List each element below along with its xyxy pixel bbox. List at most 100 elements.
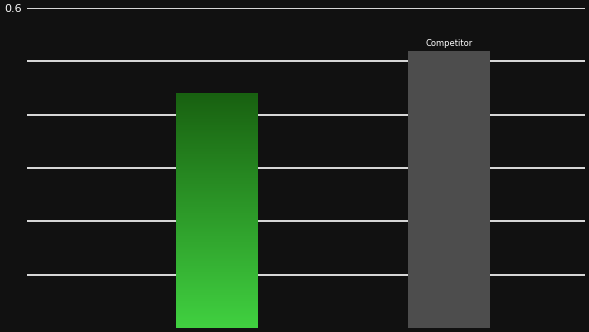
Bar <box>177 248 258 249</box>
Bar <box>177 201 258 203</box>
Bar <box>177 141 258 143</box>
Bar <box>177 268 258 269</box>
Bar <box>177 317 258 318</box>
Bar <box>177 243 258 245</box>
Bar <box>177 232 258 233</box>
Bar <box>177 222 258 223</box>
Bar <box>177 227 258 228</box>
Bar <box>177 204 258 205</box>
Bar <box>177 153 258 154</box>
Bar <box>177 262 258 263</box>
Bar <box>177 290 258 291</box>
Bar <box>177 302 258 303</box>
Bar <box>177 111 258 112</box>
Bar <box>177 203 258 204</box>
Bar <box>177 293 258 294</box>
Bar <box>177 288 258 289</box>
Bar <box>177 192 258 193</box>
Bar <box>177 117 258 118</box>
Bar <box>177 240 258 241</box>
Bar <box>177 214 258 215</box>
Bar <box>177 137 258 138</box>
Bar <box>177 307 258 308</box>
Bar <box>177 308 258 309</box>
Bar <box>177 174 258 175</box>
Bar <box>177 230 258 232</box>
Bar <box>177 206 258 207</box>
Bar <box>177 229 258 230</box>
Bar <box>177 148 258 150</box>
Bar <box>177 187 258 188</box>
Bar <box>177 130 258 131</box>
Bar <box>177 200 258 201</box>
Bar <box>177 138 258 139</box>
Bar <box>177 127 258 128</box>
Bar <box>177 283 258 285</box>
Bar <box>177 261 258 262</box>
Bar <box>177 255 258 256</box>
Bar <box>177 238 258 239</box>
Bar <box>177 121 258 122</box>
Bar <box>177 193 258 194</box>
Bar <box>177 116 258 117</box>
Bar <box>177 178 258 179</box>
Bar <box>177 132 258 133</box>
Bar <box>177 152 258 153</box>
Bar <box>177 266 258 267</box>
Bar <box>177 252 258 253</box>
Bar <box>177 215 258 216</box>
Bar <box>177 167 258 168</box>
Bar <box>177 110 258 111</box>
Bar <box>177 245 258 246</box>
Bar <box>177 228 258 229</box>
Bar <box>177 144 258 145</box>
Bar <box>177 185 258 186</box>
Bar <box>177 99 258 101</box>
Bar <box>177 112 258 113</box>
Bar <box>177 219 258 220</box>
Bar <box>177 208 258 209</box>
Bar <box>177 209 258 210</box>
Bar <box>177 256 258 258</box>
Bar <box>177 124 258 125</box>
Bar <box>177 113 258 115</box>
Bar <box>177 196 258 197</box>
Bar <box>177 106 258 108</box>
Bar <box>177 207 258 208</box>
Bar <box>177 253 258 254</box>
Bar <box>177 157 258 158</box>
Bar <box>177 151 258 152</box>
Bar <box>177 250 258 252</box>
Bar <box>177 146 258 147</box>
Bar <box>177 285 258 286</box>
Bar <box>177 296 258 297</box>
Bar <box>177 226 258 227</box>
Bar <box>177 155 258 157</box>
Bar <box>177 309 258 310</box>
Bar <box>177 298 258 300</box>
Bar <box>177 160 258 161</box>
Bar <box>177 115 258 116</box>
Bar <box>177 134 258 135</box>
Bar <box>177 220 258 221</box>
Bar <box>177 236 258 238</box>
Bar <box>408 51 489 328</box>
Bar <box>177 286 258 287</box>
Bar <box>177 161 258 163</box>
Bar <box>177 109 258 110</box>
Bar <box>177 98 258 99</box>
Bar <box>177 305 258 307</box>
Bar <box>177 199 258 200</box>
Bar <box>177 294 258 295</box>
Bar <box>177 191 258 192</box>
Bar <box>177 246 258 247</box>
Bar <box>177 131 258 132</box>
Bar <box>177 198 258 199</box>
Bar <box>177 175 258 177</box>
Bar <box>177 183 258 184</box>
Bar <box>177 123 258 124</box>
Bar <box>177 101 258 102</box>
Bar <box>177 165 258 166</box>
Bar <box>177 103 258 104</box>
Bar <box>177 105 258 106</box>
